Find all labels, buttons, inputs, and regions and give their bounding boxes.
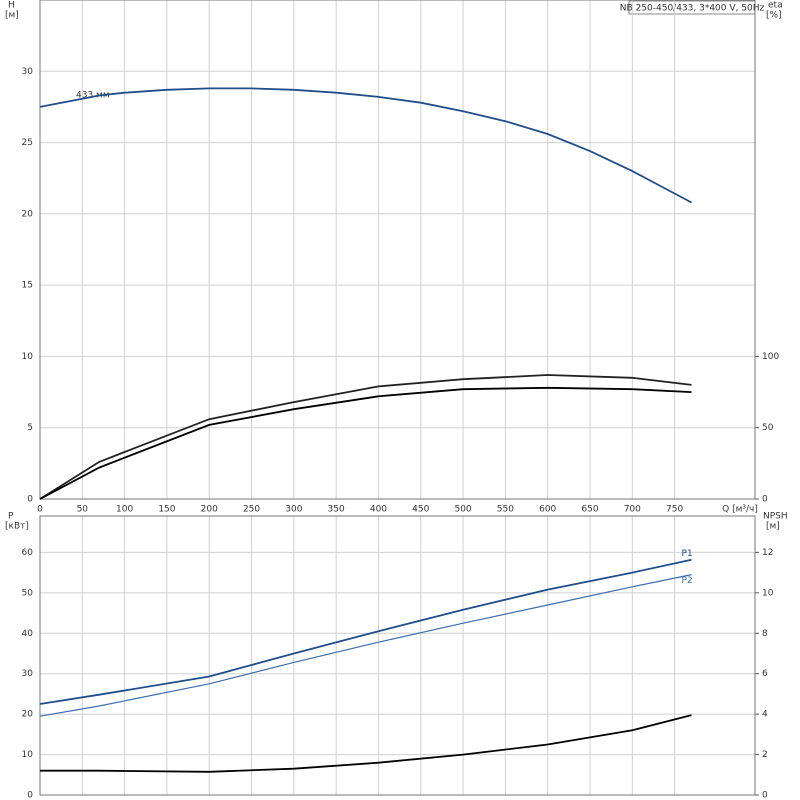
y2-tick-label: 8 <box>762 629 768 639</box>
y-tick-label: 0 <box>27 495 33 505</box>
x-tick-label: 0 <box>37 505 43 515</box>
y-label: P <box>8 512 14 522</box>
y-tick-label: 10 <box>22 750 34 760</box>
y2-unit: [м] <box>766 522 780 532</box>
y2-tick-label: 6 <box>762 669 768 679</box>
y-tick-label: 60 <box>22 548 34 558</box>
y-tick-label: 10 <box>22 352 34 362</box>
x-tick-label: 700 <box>624 505 641 515</box>
series-line <box>39 558 692 705</box>
chart-title: NB 250-450/433, 3*400 V, 50Hz <box>620 4 765 14</box>
x-tick-label: 600 <box>539 505 556 515</box>
y2-tick-label: 0 <box>762 495 768 505</box>
y-unit: [м] <box>5 11 19 21</box>
x-tick-label: 450 <box>412 505 429 515</box>
x-tick-label: 550 <box>497 505 514 515</box>
plot-frame <box>39 0 756 500</box>
y-tick-label: 15 <box>22 281 33 291</box>
x-tick-label: 50 <box>77 505 89 515</box>
x-tick-label: 100 <box>116 505 133 515</box>
y-unit: [кВт] <box>5 522 29 532</box>
y2-label: NPSH <box>763 512 788 522</box>
series-label: P2 <box>682 576 693 586</box>
series-line <box>39 374 692 500</box>
y2-tick-label: 12 <box>762 548 773 558</box>
series-label: P1 <box>682 549 693 559</box>
y2-tick-label: 2 <box>762 750 768 760</box>
x-label: Q [м³/ч] <box>722 505 758 515</box>
x-tick-label: 500 <box>454 505 471 515</box>
annotation: 433 мм <box>76 91 110 101</box>
x-tick-label: 300 <box>285 505 302 515</box>
x-tick-label: 350 <box>328 505 345 515</box>
y2-unit: [%] <box>766 11 782 21</box>
y-tick-label: 30 <box>22 669 34 679</box>
y2-tick-label: 4 <box>762 710 768 720</box>
y-tick-label: 25 <box>22 138 33 148</box>
series-line <box>40 714 692 773</box>
y-tick-label: 20 <box>22 710 34 720</box>
x-tick-label: 150 <box>158 505 175 515</box>
y2-tick-label: 10 <box>762 588 774 598</box>
y2-tick-label: 50 <box>762 423 774 433</box>
x-tick-label: 750 <box>666 505 683 515</box>
series-line <box>39 574 692 717</box>
y-tick-label: 30 <box>22 67 34 77</box>
x-tick-label: 650 <box>581 505 598 515</box>
y-tick-label: 5 <box>27 423 33 433</box>
y-tick-label: 40 <box>22 629 34 639</box>
series-line <box>39 386 692 500</box>
y2-label: eta <box>768 1 783 11</box>
x-tick-label: 200 <box>201 505 218 515</box>
y-tick-label: 0 <box>27 791 33 800</box>
x-tick-label: 400 <box>370 505 387 515</box>
y-tick-label: 50 <box>22 588 34 598</box>
y2-tick-label: 100 <box>762 352 779 362</box>
y-tick-label: 20 <box>22 209 34 219</box>
x-tick-label: 250 <box>243 505 260 515</box>
series-line <box>39 87 692 204</box>
y2-tick-label: 0 <box>762 791 768 800</box>
y-label: H <box>8 1 15 11</box>
plot-frame <box>39 515 756 796</box>
